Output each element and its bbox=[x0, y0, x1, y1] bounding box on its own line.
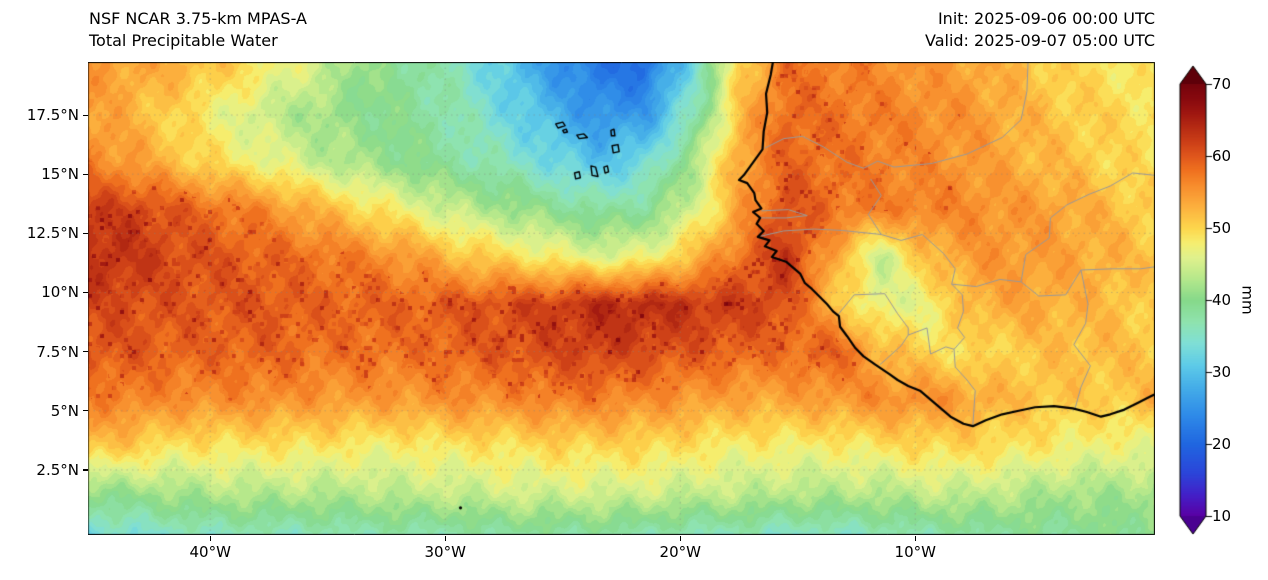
y-axis-tickmark bbox=[83, 173, 88, 175]
x-axis-tick-label: 10°W bbox=[894, 543, 936, 561]
x-axis-tickmark bbox=[679, 536, 681, 541]
y-axis-tickmark bbox=[83, 114, 88, 116]
colorbar-tick-label: 40 bbox=[1212, 291, 1232, 309]
y-axis-tickmark bbox=[83, 291, 88, 294]
y-axis-tick-label: 2.5°N bbox=[36, 460, 79, 479]
x-axis-tickmark bbox=[209, 536, 211, 541]
y-axis-tick-label: 7.5°N bbox=[36, 342, 79, 361]
x-axis-tickmark bbox=[444, 536, 446, 541]
x-axis-tick-label: 30°W bbox=[424, 543, 466, 561]
x-axis-tick-label: 20°W bbox=[659, 543, 701, 561]
y-axis-tickmark bbox=[83, 351, 88, 353]
valid-time: Valid: 2025-09-07 05:00 UTC bbox=[924, 31, 1155, 50]
time-block: Init: 2025-09-06 00:00 UTC Valid: 2025-0… bbox=[925, 8, 1155, 52]
model-title: NSF NCAR 3.75-km MPAS-A bbox=[89, 9, 307, 28]
y-axis-tick-label: 10°N bbox=[41, 283, 79, 302]
y-axis-tick-label: 5°N bbox=[50, 401, 79, 420]
colorbar-tick-label: 70 bbox=[1212, 75, 1232, 93]
y-axis-tickmark bbox=[83, 232, 88, 234]
colorbar-tick-label: 60 bbox=[1212, 147, 1232, 165]
colorbar bbox=[1178, 64, 1214, 536]
colorbar-tick-label: 20 bbox=[1212, 435, 1232, 453]
colorbar-tick-label: 10 bbox=[1212, 507, 1232, 525]
y-axis-tick-label: 15°N bbox=[41, 165, 79, 184]
init-time: Init: 2025-09-06 00:00 UTC bbox=[937, 9, 1155, 28]
map-plot-area bbox=[88, 62, 1155, 535]
colorbar-tick-label: 50 bbox=[1212, 219, 1232, 237]
title-block: NSF NCAR 3.75-km MPAS-A Total Precipitab… bbox=[89, 8, 307, 52]
product-title: Total Precipitable Water bbox=[89, 31, 278, 50]
colorbar-unit-label: mm bbox=[1238, 285, 1257, 315]
y-axis-tickmark bbox=[83, 469, 88, 471]
y-axis-tickmark bbox=[83, 410, 88, 412]
y-axis-tick-label: 12.5°N bbox=[26, 224, 79, 243]
x-axis-tick-label: 40°W bbox=[189, 543, 231, 561]
colorbar-tick-label: 30 bbox=[1212, 363, 1232, 381]
precip-heatmap-canvas bbox=[88, 62, 1155, 535]
x-axis-tickmark bbox=[914, 536, 916, 541]
y-axis-tick-label: 17.5°N bbox=[26, 106, 79, 124]
